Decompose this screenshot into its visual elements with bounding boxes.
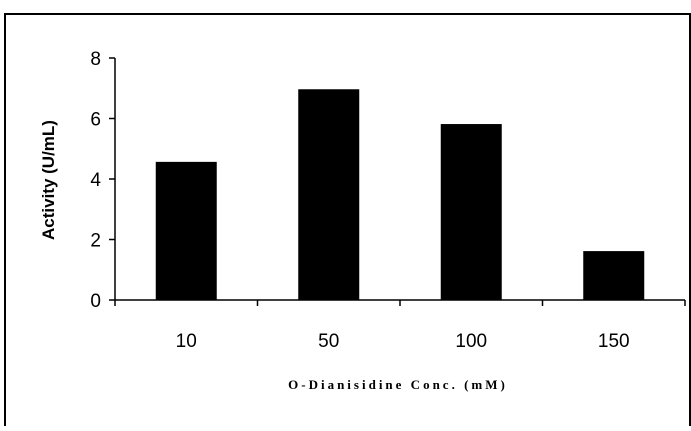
chart-frame bbox=[4, 13, 691, 426]
axes-layer bbox=[109, 57, 686, 306]
y-tick-label: 2 bbox=[90, 231, 101, 252]
bar-100 bbox=[440, 124, 502, 301]
bar-150 bbox=[583, 251, 645, 301]
bars-layer bbox=[155, 89, 645, 301]
y-tick-label: 4 bbox=[90, 170, 101, 191]
bar-10 bbox=[155, 161, 217, 301]
y-tick-label: 6 bbox=[90, 110, 101, 131]
y-tick-label: 8 bbox=[90, 49, 101, 70]
y-tick-label: 0 bbox=[90, 291, 101, 312]
y-axis-title: Activity (U/mL) bbox=[39, 120, 58, 240]
x-tick-label: 10 bbox=[176, 331, 197, 352]
x-tick-label: 150 bbox=[598, 331, 630, 352]
x-tick-label: 50 bbox=[318, 331, 339, 352]
bar-50 bbox=[298, 89, 360, 301]
labels-layer: 0 2 4 6 8 10 50 100 150 bbox=[90, 49, 629, 352]
x-axis-title: O-Dianisidine Conc. (mM) bbox=[288, 377, 508, 392]
x-tick-label: 100 bbox=[455, 331, 487, 352]
